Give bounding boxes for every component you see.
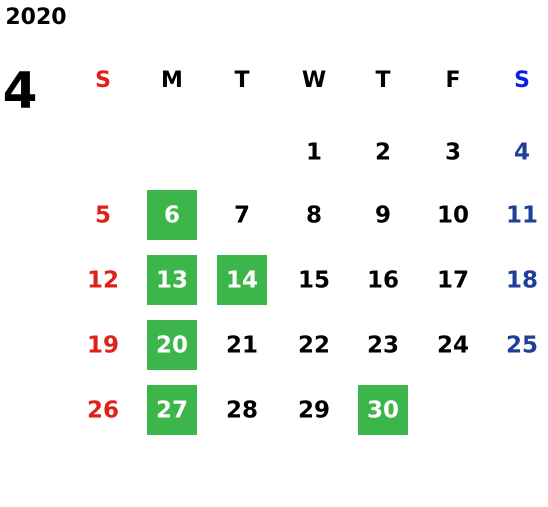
highlight-box xyxy=(147,190,197,240)
weekday-label: S xyxy=(514,68,530,93)
day-number: 16 xyxy=(367,268,399,294)
day-number: 6 xyxy=(164,203,180,229)
day-number: 10 xyxy=(437,203,469,229)
day-number: 27 xyxy=(156,398,188,424)
year: 2020 xyxy=(5,5,66,30)
weekday-label: M xyxy=(161,68,183,93)
day-number: 4 xyxy=(514,140,530,166)
weekday-label: F xyxy=(445,68,460,93)
day-number: 21 xyxy=(226,333,258,359)
day-number: 17 xyxy=(437,268,469,294)
day-number: 22 xyxy=(298,333,330,359)
day-number: 19 xyxy=(87,333,119,359)
highlight-box xyxy=(147,255,197,305)
day-number: 15 xyxy=(298,268,330,294)
day-number: 29 xyxy=(298,398,330,424)
day-number: 18 xyxy=(506,268,538,294)
weekday-label: T xyxy=(234,68,249,93)
day-number: 20 xyxy=(156,333,188,359)
month: 4 xyxy=(3,62,38,120)
day-number: 3 xyxy=(445,140,461,166)
highlight-box xyxy=(147,320,197,370)
highlight-box xyxy=(217,255,267,305)
day-number: 28 xyxy=(226,398,258,424)
day-number: 8 xyxy=(306,203,322,229)
weekday-label: W xyxy=(302,68,326,93)
weekday-label: S xyxy=(95,68,111,93)
day-number: 2 xyxy=(375,140,391,166)
day-number: 7 xyxy=(234,203,250,229)
weekday-label: T xyxy=(375,68,390,93)
day-number: 30 xyxy=(367,398,399,424)
day-number: 25 xyxy=(506,333,538,359)
day-number: 14 xyxy=(226,268,258,294)
day-number: 5 xyxy=(95,203,111,229)
day-number: 11 xyxy=(506,203,538,229)
day-number: 23 xyxy=(367,333,399,359)
day-number: 1 xyxy=(306,140,322,166)
day-number: 9 xyxy=(375,203,391,229)
day-number: 12 xyxy=(87,268,119,294)
highlight-box xyxy=(358,385,408,435)
day-number: 13 xyxy=(156,268,188,294)
day-number: 26 xyxy=(87,398,119,424)
day-number: 24 xyxy=(437,333,469,359)
highlight-box xyxy=(147,385,197,435)
